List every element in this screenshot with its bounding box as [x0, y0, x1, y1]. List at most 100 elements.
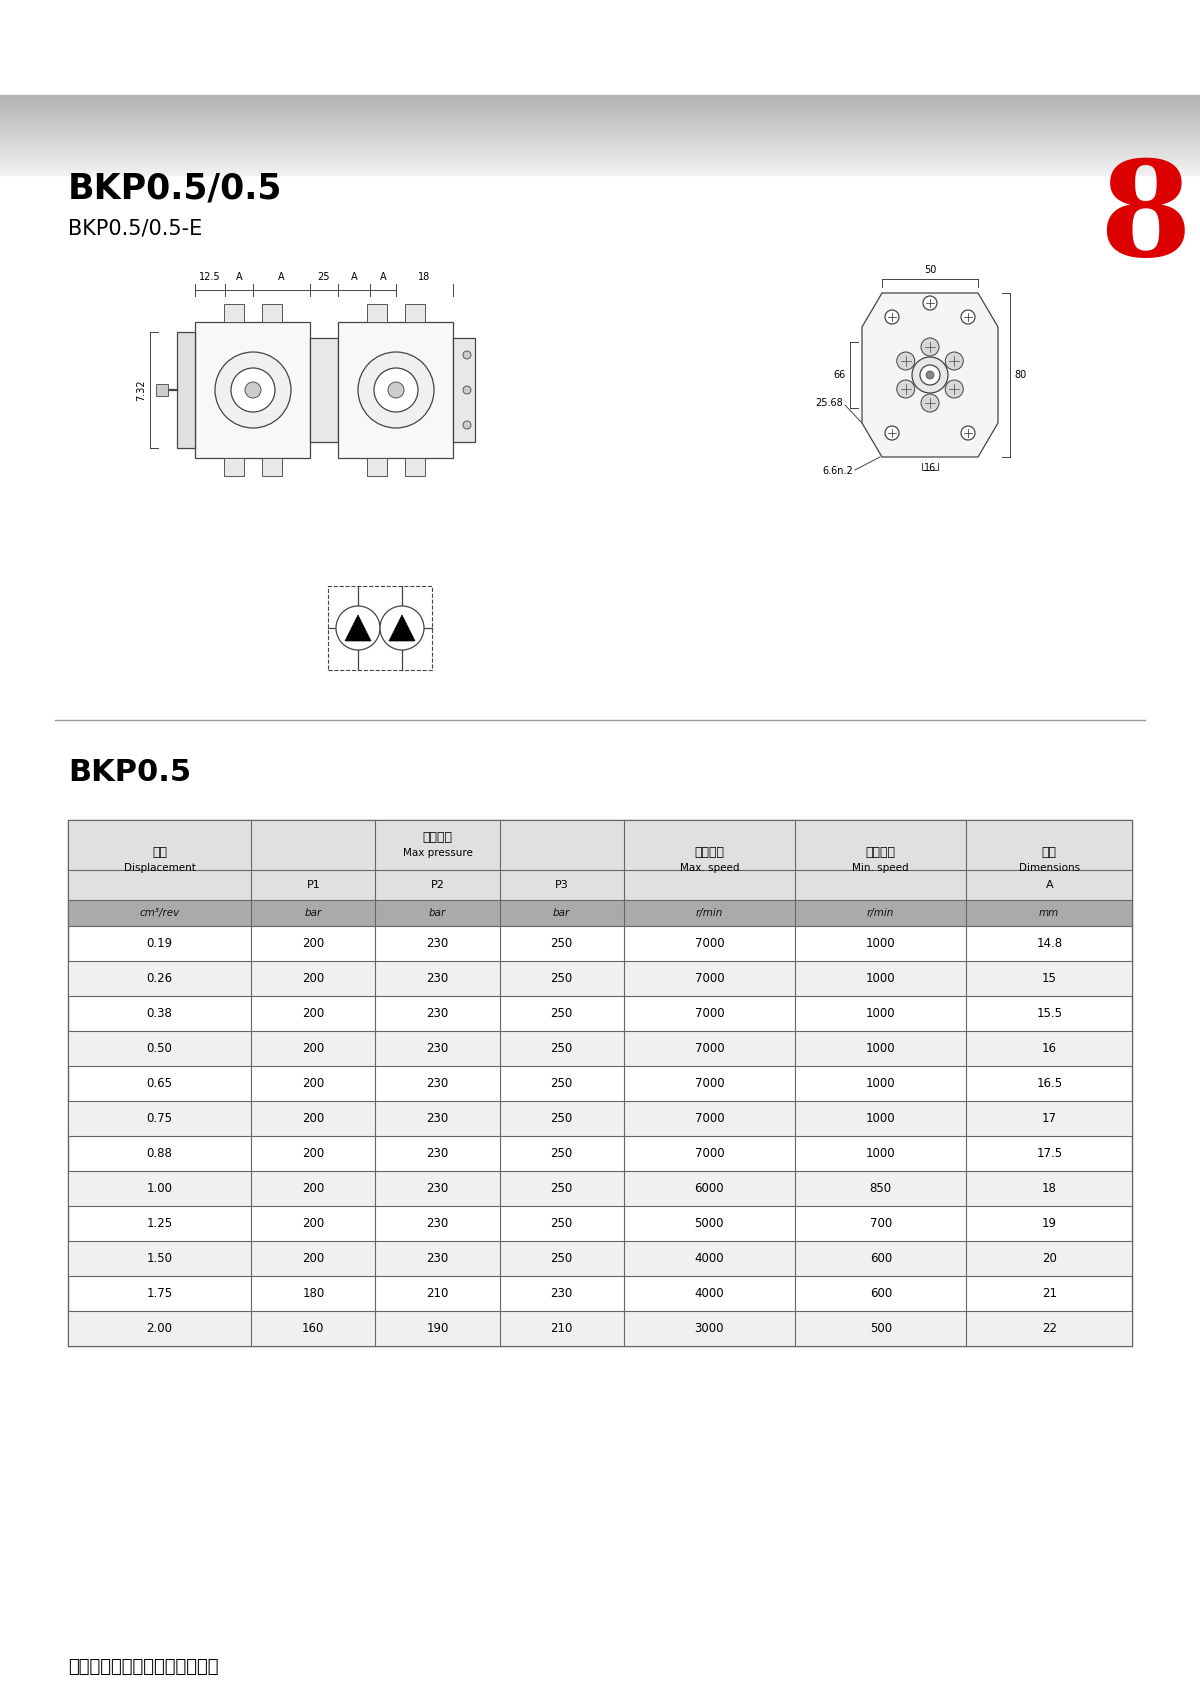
Text: 210: 210: [426, 1287, 449, 1301]
Text: 4000: 4000: [695, 1251, 724, 1265]
Circle shape: [922, 394, 940, 413]
Text: 7000: 7000: [695, 1043, 724, 1054]
Bar: [68, 1172, 1132, 1206]
Text: 8: 8: [1099, 155, 1190, 284]
Bar: [406, 304, 425, 323]
Text: 7000: 7000: [695, 1007, 724, 1020]
Text: 排量: 排量: [152, 846, 167, 859]
Text: 230: 230: [426, 1217, 449, 1229]
Text: 200: 200: [302, 1112, 324, 1126]
Text: 200: 200: [302, 1077, 324, 1090]
Bar: [68, 1241, 1132, 1275]
Text: 250: 250: [551, 1217, 572, 1229]
Text: 6000: 6000: [695, 1182, 724, 1195]
Circle shape: [922, 338, 940, 357]
Text: P2: P2: [431, 880, 444, 890]
Circle shape: [896, 351, 914, 370]
Text: 500: 500: [870, 1323, 892, 1335]
Text: 200: 200: [302, 1182, 324, 1195]
Text: 66: 66: [834, 370, 846, 380]
Text: 最大压力: 最大压力: [422, 830, 452, 844]
Circle shape: [463, 385, 470, 394]
Text: 230: 230: [426, 1182, 449, 1195]
Text: 1.25: 1.25: [146, 1217, 173, 1229]
Bar: [338, 323, 454, 458]
Text: 15.5: 15.5: [1037, 1007, 1062, 1020]
Text: 850: 850: [870, 1182, 892, 1195]
Text: 3000: 3000: [695, 1323, 724, 1335]
Text: 16.5: 16.5: [1036, 1077, 1062, 1090]
Text: 1000: 1000: [866, 1043, 895, 1054]
Text: 250: 250: [551, 1007, 572, 1020]
Text: 1.50: 1.50: [146, 1251, 173, 1265]
Text: 200: 200: [302, 1007, 324, 1020]
Text: bar: bar: [428, 908, 446, 919]
Text: A: A: [1045, 880, 1054, 890]
Bar: [68, 869, 1132, 900]
Text: 尺寸: 尺寸: [1042, 846, 1057, 859]
Text: 180: 180: [302, 1287, 324, 1301]
Text: 12.5: 12.5: [199, 272, 221, 282]
Circle shape: [912, 357, 948, 392]
Text: 25: 25: [318, 272, 330, 282]
Text: 17.5: 17.5: [1036, 1148, 1062, 1160]
Text: 200: 200: [302, 1251, 324, 1265]
Text: 1.75: 1.75: [146, 1287, 173, 1301]
Bar: [68, 1100, 1132, 1136]
Text: 230: 230: [426, 971, 449, 985]
Bar: [367, 304, 386, 323]
Text: 1000: 1000: [866, 1112, 895, 1126]
Text: 80: 80: [1014, 370, 1026, 380]
Text: 160: 160: [302, 1323, 324, 1335]
Text: mm: mm: [1039, 908, 1060, 919]
Text: A: A: [278, 272, 284, 282]
Bar: [68, 1311, 1132, 1347]
Text: 7000: 7000: [695, 1148, 724, 1160]
Text: 0.26: 0.26: [146, 971, 173, 985]
Text: 16: 16: [1042, 1043, 1057, 1054]
Text: 230: 230: [426, 1251, 449, 1265]
Bar: [68, 900, 1132, 925]
Bar: [406, 458, 425, 475]
Bar: [178, 333, 194, 448]
Text: bar: bar: [305, 908, 322, 919]
Text: 1000: 1000: [866, 1007, 895, 1020]
Text: 最高转速: 最高转速: [695, 846, 725, 859]
Bar: [224, 458, 244, 475]
Text: 2.00: 2.00: [146, 1323, 173, 1335]
Text: 22: 22: [1042, 1323, 1057, 1335]
Text: 200: 200: [302, 971, 324, 985]
Text: 230: 230: [551, 1287, 572, 1301]
Circle shape: [380, 606, 424, 650]
Bar: [262, 458, 282, 475]
Bar: [68, 961, 1132, 997]
Text: 700: 700: [870, 1217, 892, 1229]
Text: 20: 20: [1042, 1251, 1057, 1265]
Text: 6.6n.2: 6.6n.2: [822, 465, 853, 475]
Text: 0.75: 0.75: [146, 1112, 173, 1126]
Text: 1000: 1000: [866, 971, 895, 985]
Bar: [156, 384, 168, 396]
Text: 18: 18: [419, 272, 431, 282]
Text: 16: 16: [924, 464, 936, 474]
Text: 21: 21: [1042, 1287, 1057, 1301]
Circle shape: [374, 368, 418, 413]
Bar: [328, 586, 432, 671]
Circle shape: [946, 380, 964, 397]
Circle shape: [230, 368, 275, 413]
Text: Displacement: Displacement: [124, 863, 196, 873]
Text: 200: 200: [302, 1148, 324, 1160]
Text: 230: 230: [426, 1043, 449, 1054]
Bar: [224, 304, 244, 323]
Text: 1000: 1000: [866, 1148, 895, 1160]
Text: Min. speed: Min. speed: [852, 863, 910, 873]
Text: 14.8: 14.8: [1036, 937, 1062, 949]
Text: Max pressure: Max pressure: [402, 847, 473, 857]
Text: 1000: 1000: [866, 1077, 895, 1090]
Circle shape: [336, 606, 380, 650]
Text: 230: 230: [426, 937, 449, 949]
Text: 250: 250: [551, 1148, 572, 1160]
Text: 4000: 4000: [695, 1287, 724, 1301]
Circle shape: [896, 380, 914, 397]
Circle shape: [961, 311, 974, 324]
